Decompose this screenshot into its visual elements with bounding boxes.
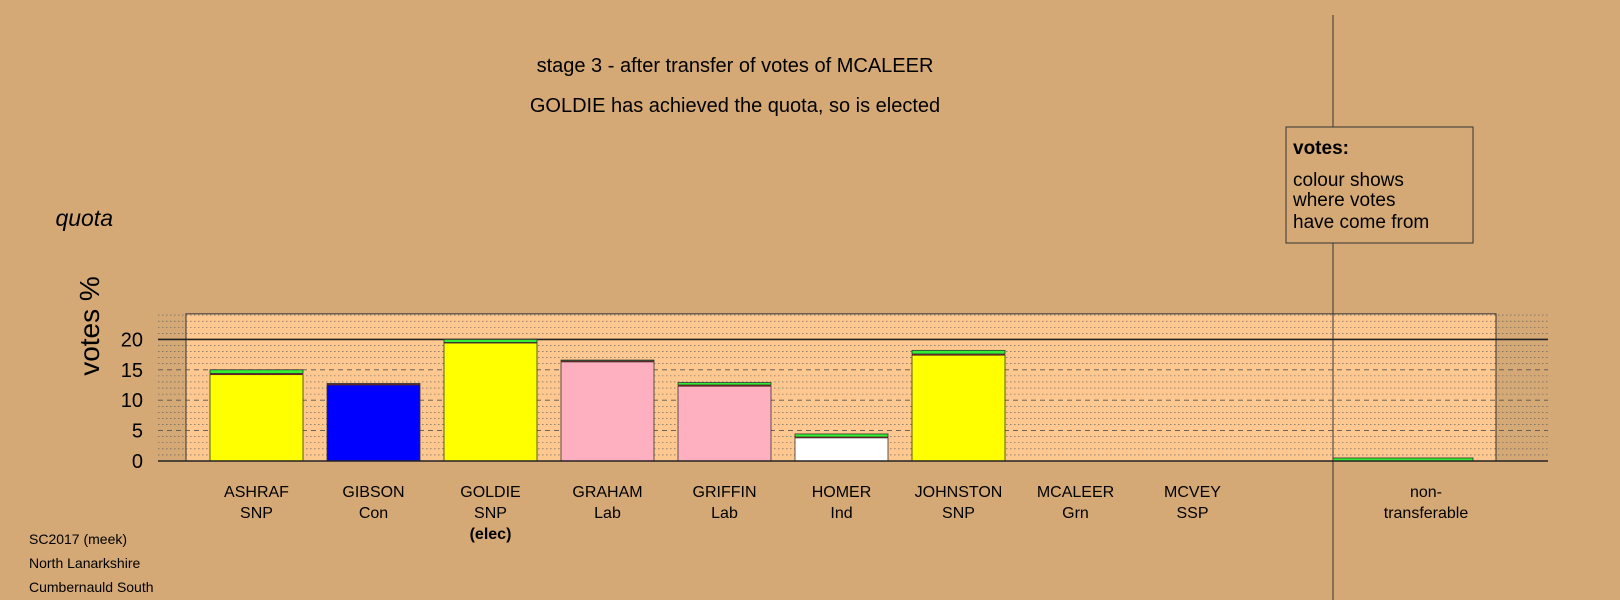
bar-segment-grn-transfer [443,338,538,343]
bar-segment-grn-transfer [209,369,304,374]
bar-segment-base [443,342,538,462]
candidate-name: HOMER [812,484,872,501]
candidate-status: (elec) [470,526,512,543]
bar-segment-prev-transfer [678,385,771,387]
candidate-party: Lab [711,505,738,522]
candidate-name: GIBSON [342,484,404,501]
legend-box [1285,126,1474,244]
bar-segment-base [326,384,421,462]
candidate-party: Ind [830,505,852,522]
candidate-party: SNP [240,505,273,522]
y-tick-label: 0 [132,451,143,473]
bar-segment-prev-transfer [327,384,420,385]
legend-title: votes: [1293,138,1349,159]
x-axis-labels: ASHRAF SNP GIBSON Con GOLDIE SNP (elec) GRAHAM L… [224,484,1468,543]
y-tick-label: 15 [121,360,143,382]
bar-segment-grn-transfer [326,383,421,385]
candidate-name: GRAHAM [572,484,642,501]
y-tick-label: 5 [132,421,143,443]
candidate-party: SSP [1176,505,1208,522]
nontransferable-label: transferable [1384,505,1469,522]
bar-segment-base [794,437,889,462]
y-tick-label: 10 [121,390,143,412]
quota-label: quota [55,205,113,231]
bars [209,338,1474,462]
chart-subtitle: GOLDIE has achieved the quota, so is ele… [530,95,940,117]
bar-segment-grn-transfer [911,349,1006,355]
legend-line: have come from [1293,212,1429,233]
legend: votes: colour shows where votes have com… [1285,126,1474,244]
footer-ward: Cumbernauld South [29,579,154,595]
candidate-name: GRIFFIN [693,484,757,501]
candidate-name: MCVEY [1164,484,1221,501]
bar-segment-base [209,374,304,462]
candidate-party: Grn [1062,505,1089,522]
bar-segment-base [677,385,772,462]
candidate-party: Con [359,505,388,522]
footer: SC2017 (meek) North Lanarkshire Cumberna… [29,527,154,599]
footer-council: North Lanarkshire [29,555,141,571]
footer-election: SC2017 (meek) [29,531,128,547]
candidate-name: MCALEER [1037,484,1114,501]
legend-line: where votes [1292,190,1395,211]
candidate-name: JOHNSTON [915,484,1003,501]
y-axis-label: votes % [74,276,105,376]
y-axis: 0 5 10 15 20 [121,329,1548,473]
candidate-name: GOLDIE [460,484,520,501]
bar-segment-base [911,354,1006,462]
candidate-party: Lab [594,505,621,522]
candidate-name: ASHRAF [224,484,289,501]
candidate-party: SNP [942,505,975,522]
legend-line: colour shows [1293,170,1404,191]
bar-segment-grn-transfer [677,382,772,386]
y-tick-label: 20 [121,329,143,351]
bar-segment-base [560,361,655,462]
candidate-party: SNP [474,505,507,522]
nontransferable-label: non- [1410,484,1442,501]
bar-segment-prev-transfer [210,373,303,375]
bar-segment-prev-transfer [912,353,1005,356]
bar-segment-grn-transfer [560,359,655,362]
chart-title: stage 3 - after transfer of votes of MCA… [537,55,934,77]
bar-segment-prev-transfer [561,360,654,362]
bar-segment-prev-transfer [795,436,888,438]
grid [158,15,1548,600]
bar-segment-grn-transfer [794,433,889,438]
